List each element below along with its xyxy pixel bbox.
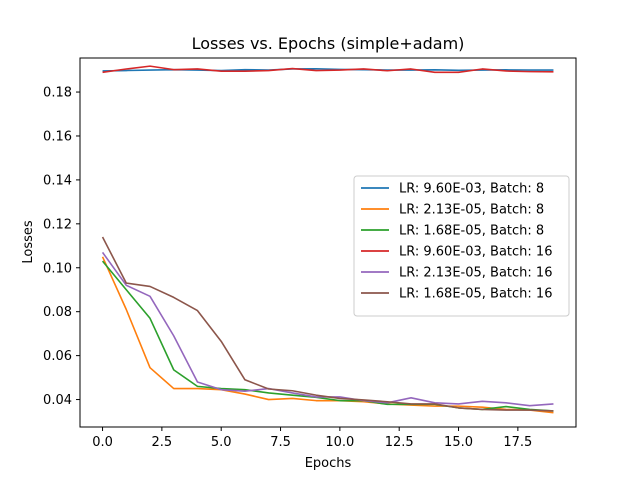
- legend-box: [353, 175, 570, 317]
- legend-entry: LR: 2.13E-05, Batch: 8: [399, 203, 544, 218]
- x-axis: 0.0 2.5 5.0 7.5 10.0 12.5 15.0 17.5: [92, 427, 532, 450]
- x-tick-label: 0.0: [92, 435, 113, 450]
- x-axis-title: Epochs: [305, 456, 352, 471]
- plot-frame: [79, 57, 577, 428]
- legend-entry: LR: 1.68E-05, Batch: 8: [399, 224, 544, 239]
- series-line-4: [102, 65, 554, 74]
- x-tick-label: 15.0: [444, 435, 473, 450]
- legend-entry: LR: 2.13E-05, Batch: 16: [399, 266, 552, 281]
- legend-entry: LR: 1.68E-05, Batch: 16: [399, 287, 552, 302]
- y-tick-label: 0.14: [43, 173, 72, 188]
- series-line-6: [101, 236, 554, 412]
- x-tick-label: 12.5: [385, 435, 414, 450]
- y-axis: 0.04 0.06 0.08 0.10 0.12 0.14 0.16 0.18: [43, 86, 80, 408]
- x-tick-label: 17.5: [503, 435, 532, 450]
- legend-entry: LR: 9.60E-03, Batch: 16: [399, 245, 552, 260]
- x-tick-label: 2.5: [152, 435, 173, 450]
- y-tick-label: 0.10: [43, 261, 72, 276]
- y-tick-label: 0.16: [43, 129, 72, 144]
- y-tick-label: 0.06: [43, 349, 72, 364]
- y-tick-label: 0.18: [43, 86, 72, 101]
- y-tick-label: 0.12: [43, 217, 72, 232]
- x-tick-label: 7.5: [270, 435, 291, 450]
- series-layer: [101, 65, 554, 414]
- chart-title: Losses vs. Epochs (simple+adam): [192, 34, 465, 53]
- x-tick-label: 10.0: [325, 435, 354, 450]
- series-line-2: [101, 256, 554, 414]
- legend: LR: 9.60E-03, Batch: 8 LR: 2.13E-05, Batc…: [353, 175, 570, 317]
- legend-entry: LR: 9.60E-03, Batch: 8: [399, 182, 544, 197]
- x-tick-label: 5.0: [211, 435, 232, 450]
- y-tick-label: 0.04: [43, 393, 72, 408]
- y-tick-label: 0.08: [43, 305, 72, 320]
- y-axis-title: Losses: [21, 220, 36, 264]
